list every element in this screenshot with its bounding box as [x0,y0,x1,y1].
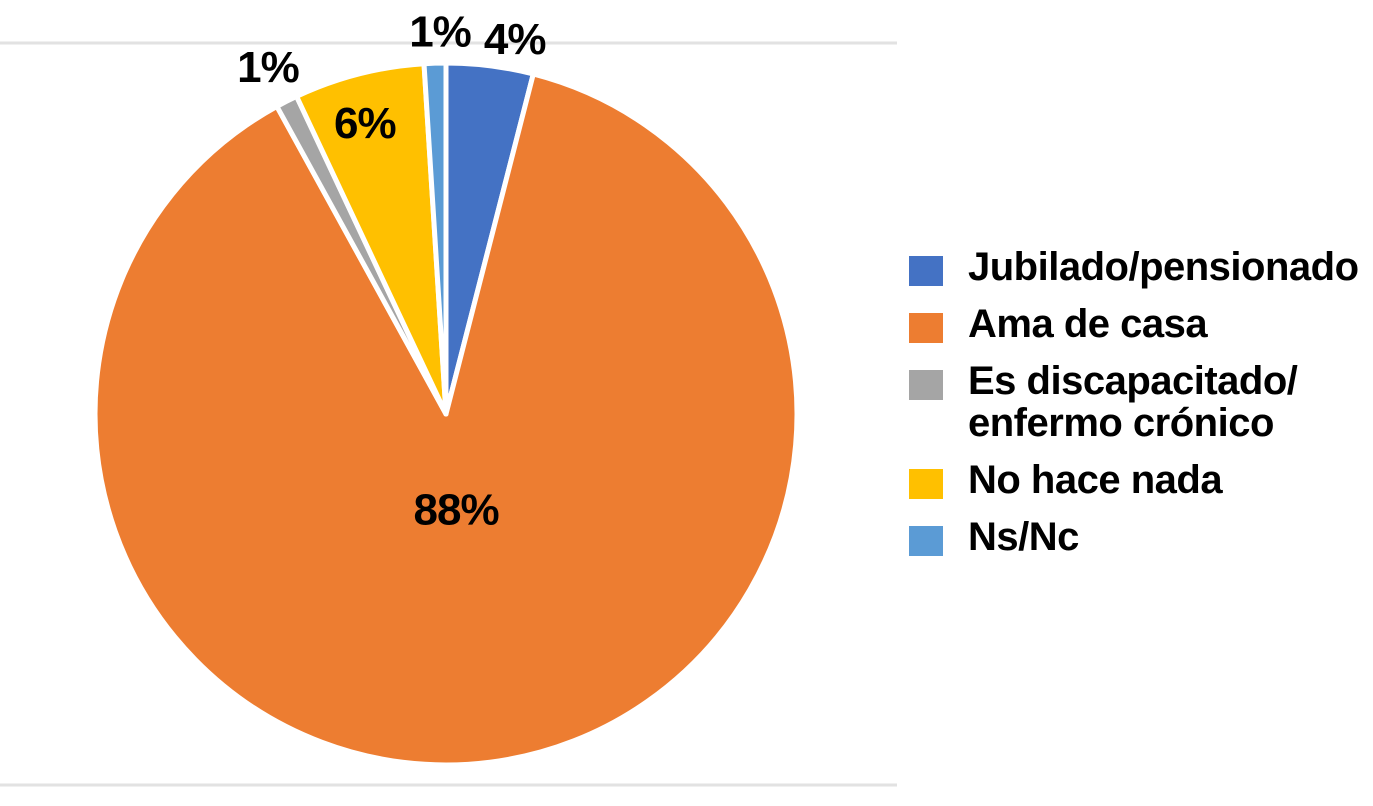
legend-label-ama-de-casa: Ama de casa [968,301,1208,346]
legend-item-no-hace-nada[interactable]: No hace nada [909,459,1371,502]
legend-label-jubilado: Jubilado/pensionado [968,245,1359,289]
slice-label-2: 1% [237,43,299,92]
slice-label-3: 6% [334,99,396,148]
legend-swatch-discapacitado-icon [909,369,943,400]
pie-slice-1[interactable] [92,71,800,768]
legend: Jubilado/pensionado Ama de casa Es disca… [909,246,1371,559]
slice-label-1: 88% [414,486,499,535]
legend-label-no-hace-nada: No hace nada [968,458,1223,503]
legend-item-jubilado[interactable]: Jubilado/pensionado [909,246,1371,289]
pie-slice-4[interactable] [421,60,449,417]
legend-label-discapacitado: Es discapacitado/ enfermo crónico [968,358,1298,446]
legend-label-ns-nc: Ns/Nc [968,514,1079,559]
legend-swatch-no-hace-nada-icon [909,469,943,500]
slice-label-0: 4% [484,15,546,64]
legend-swatch-jubilado-icon [909,256,943,286]
legend-item-discapacitado[interactable]: Es discapacitado/ enfermo crónico [909,358,1371,446]
pie-slice-3[interactable] [294,61,449,417]
legend-item-ns-nc[interactable]: Ns/Nc [909,516,1371,559]
pie-data-labels: 4% 88% 1% 6% 1% [237,8,546,535]
legend-item-ama-de-casa[interactable]: Ama de casa [909,301,1371,346]
pie-slices [92,60,800,768]
legend-swatch-ama-de-casa-icon [909,312,943,343]
legend-swatch-ns-nc-icon [909,525,943,556]
slice-label-4: 1% [409,8,471,57]
